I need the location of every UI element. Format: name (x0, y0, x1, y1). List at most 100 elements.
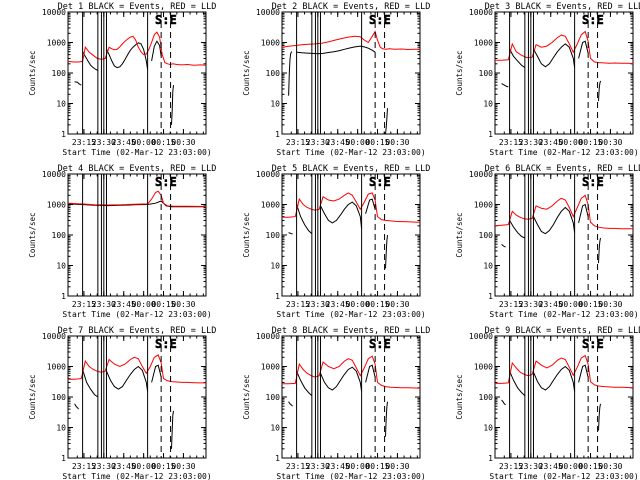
series-events-line (296, 45, 376, 55)
y-tick-label: 1 (275, 454, 280, 463)
y-tick-label: 100 (479, 393, 494, 402)
x-tick-label: 23:30 (92, 300, 116, 309)
series-lld-line (495, 30, 634, 64)
series-events-line (82, 369, 99, 398)
x-tick-label: 00:15 (578, 462, 602, 471)
x-tick-label: 00:30 (171, 462, 195, 471)
y-tick-label: 10000 (256, 332, 280, 341)
plot-frame (494, 11, 634, 135)
series-events-line (509, 220, 526, 239)
series-events-line (385, 234, 388, 269)
y-tick-label: 1000 (47, 39, 66, 48)
series-events-line (598, 80, 601, 102)
x-axis-label: Start Time (02-Mar-12 23:03:00) (276, 472, 425, 480)
series-events-line (578, 203, 589, 224)
x-tick-label: 00:00 (132, 462, 156, 471)
plot-frame (494, 335, 634, 459)
x-tick-label: 00:30 (171, 138, 195, 147)
plot-frame (494, 173, 634, 297)
x-tick-label: 00:30 (385, 300, 409, 309)
plot-frame (281, 173, 421, 297)
series-events-line (501, 83, 509, 88)
series-events-line (171, 85, 174, 125)
panel-title: Det 2 BLACK = Events, RED = LLD (272, 2, 431, 12)
x-axis-label: Start Time (02-Mar-12 23:03:00) (62, 310, 211, 319)
series-events-line (578, 40, 589, 59)
y-tick-label: 1000 (47, 201, 66, 210)
start-end-marker-label: S:E (582, 175, 604, 189)
x-tick-label: 00:00 (346, 300, 370, 309)
x-tick-label: 23:15 (286, 138, 310, 147)
y-axis-label: Counts/sec (28, 374, 37, 419)
start-end-marker-label: S:E (369, 175, 391, 189)
x-tick-label: 23:15 (72, 138, 96, 147)
x-tick-label: 00:00 (132, 138, 156, 147)
x-tick-label: 23:15 (72, 462, 96, 471)
series-events-line (151, 364, 162, 383)
y-tick-label: 10 (483, 100, 493, 109)
y-tick-label: 1000 (261, 201, 280, 210)
y-tick-label: 100 (266, 231, 281, 240)
series-events-line (151, 40, 162, 61)
x-tick-label: 23:45 (539, 138, 563, 147)
x-tick-label: 23:45 (112, 462, 136, 471)
y-tick-label: 100 (52, 393, 67, 402)
y-tick-label: 10 (483, 424, 493, 433)
y-tick-label: 10000 (469, 8, 493, 17)
y-tick-label: 1000 (474, 363, 493, 372)
x-axis-label: Start Time (02-Mar-12 23:03:00) (489, 310, 638, 319)
panel-det-9: Det 9 BLACK = Events, RED = LLD 1 10 100 100… (455, 326, 640, 480)
x-tick-label: 23:45 (539, 300, 563, 309)
series-events-line (385, 401, 388, 437)
panel-det-2: Det 2 BLACK = Events, RED = LLD 1 10 100 100… (242, 2, 430, 157)
series-events-line (501, 399, 506, 406)
series-events-line (320, 201, 363, 229)
series-events-line (365, 198, 376, 214)
x-tick-label: 00:30 (385, 462, 409, 471)
x-axis-label: Start Time (02-Mar-12 23:03:00) (62, 148, 211, 157)
x-tick-label: 00:00 (132, 300, 156, 309)
x-tick-label: 23:45 (112, 138, 136, 147)
series-events-line (74, 81, 82, 86)
x-axis-label: Start Time (02-Mar-12 23:03:00) (276, 148, 425, 157)
y-tick-label: 1000 (261, 363, 280, 372)
y-tick-label: 10 (56, 100, 66, 109)
x-tick-label: 23:30 (306, 138, 330, 147)
x-tick-label: 23:45 (326, 300, 350, 309)
x-tick-label: 00:30 (171, 300, 195, 309)
x-tick-label: 23:30 (92, 462, 116, 471)
y-tick-label: 1 (61, 130, 66, 139)
x-tick-label: 23:45 (326, 462, 350, 471)
panel-title: Det 7 BLACK = Events, RED = LLD (58, 326, 217, 336)
series-lld-line (494, 194, 633, 230)
x-tick-label: 23:15 (499, 300, 523, 309)
x-tick-label: 00:15 (578, 138, 602, 147)
panel-det-1: Det 1 BLACK = Events, RED = LLD 1 10 100 100… (28, 2, 216, 157)
start-end-marker-label: S:E (582, 337, 604, 351)
plot-frame (281, 11, 421, 135)
y-axis-label: Counts/sec (455, 374, 464, 419)
panel-det-5: Det 5 BLACK = Events, RED = LLD 1 10 100 100… (242, 164, 430, 319)
series-events-line (296, 371, 313, 397)
y-tick-label: 1 (61, 454, 66, 463)
start-end-marker-label: S:E (155, 337, 177, 351)
x-tick-label: 23:30 (306, 462, 330, 471)
panel-det-4: Det 4 BLACK = Events, RED = LLD 1 10 100 100… (28, 164, 216, 319)
series-events-line (288, 401, 293, 407)
y-axis-label: Counts/sec (242, 50, 251, 95)
y-tick-label: 100 (266, 393, 281, 402)
y-tick-label: 1 (275, 130, 280, 139)
y-tick-label: 100 (266, 69, 281, 78)
y-tick-label: 10 (270, 424, 280, 433)
y-tick-label: 10 (270, 100, 280, 109)
y-axis-label: Counts/sec (455, 212, 464, 257)
x-tick-label: 00:15 (365, 462, 389, 471)
x-tick-label: 00:15 (578, 300, 602, 309)
panel-title: Det 1 BLACK = Events, RED = LLD (58, 2, 217, 12)
series-events-line (533, 365, 576, 392)
x-tick-label: 00:00 (559, 462, 583, 471)
y-tick-label: 10000 (42, 8, 66, 17)
series-events-line (296, 204, 313, 235)
panel-det-8: Det 8 BLACK = Events, RED = LLD 1 10 100 100… (242, 326, 430, 480)
y-tick-label: 10000 (256, 8, 280, 17)
